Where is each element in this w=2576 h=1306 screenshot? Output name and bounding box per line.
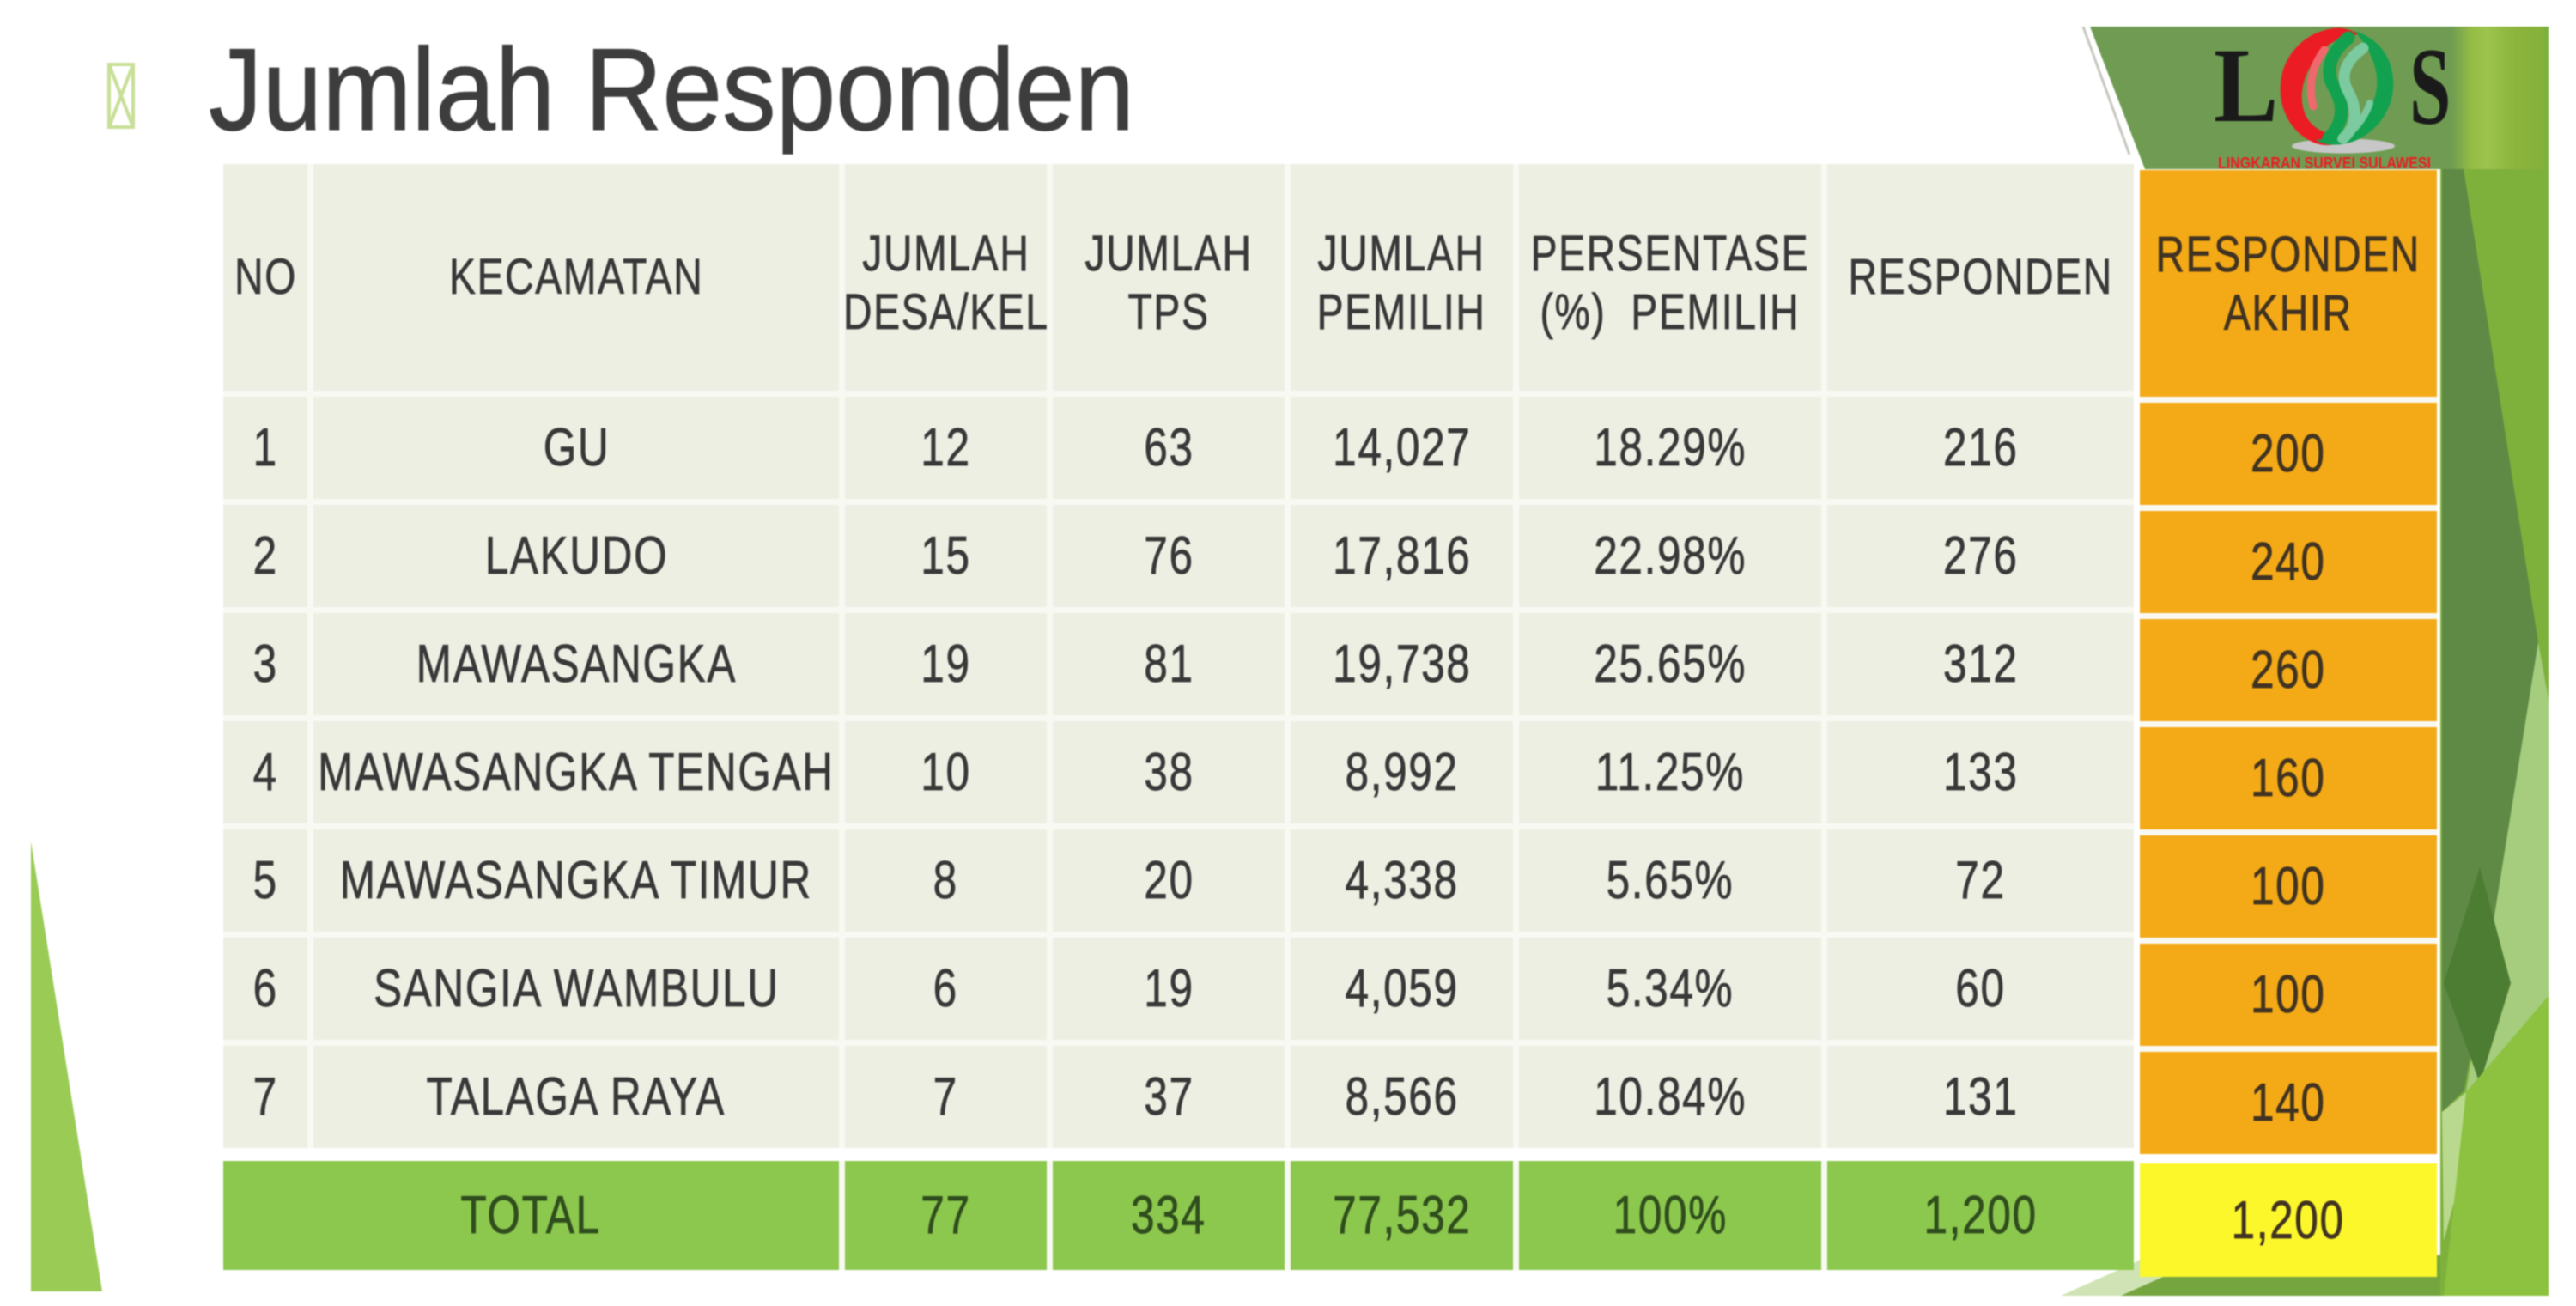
svg-text:L: L	[2214, 26, 2278, 144]
svg-text:S: S	[2409, 25, 2451, 148]
svg-text:LINGKARAN SURVEI SULAWESI: LINGKARAN SURVEI SULAWESI	[2218, 155, 2431, 172]
